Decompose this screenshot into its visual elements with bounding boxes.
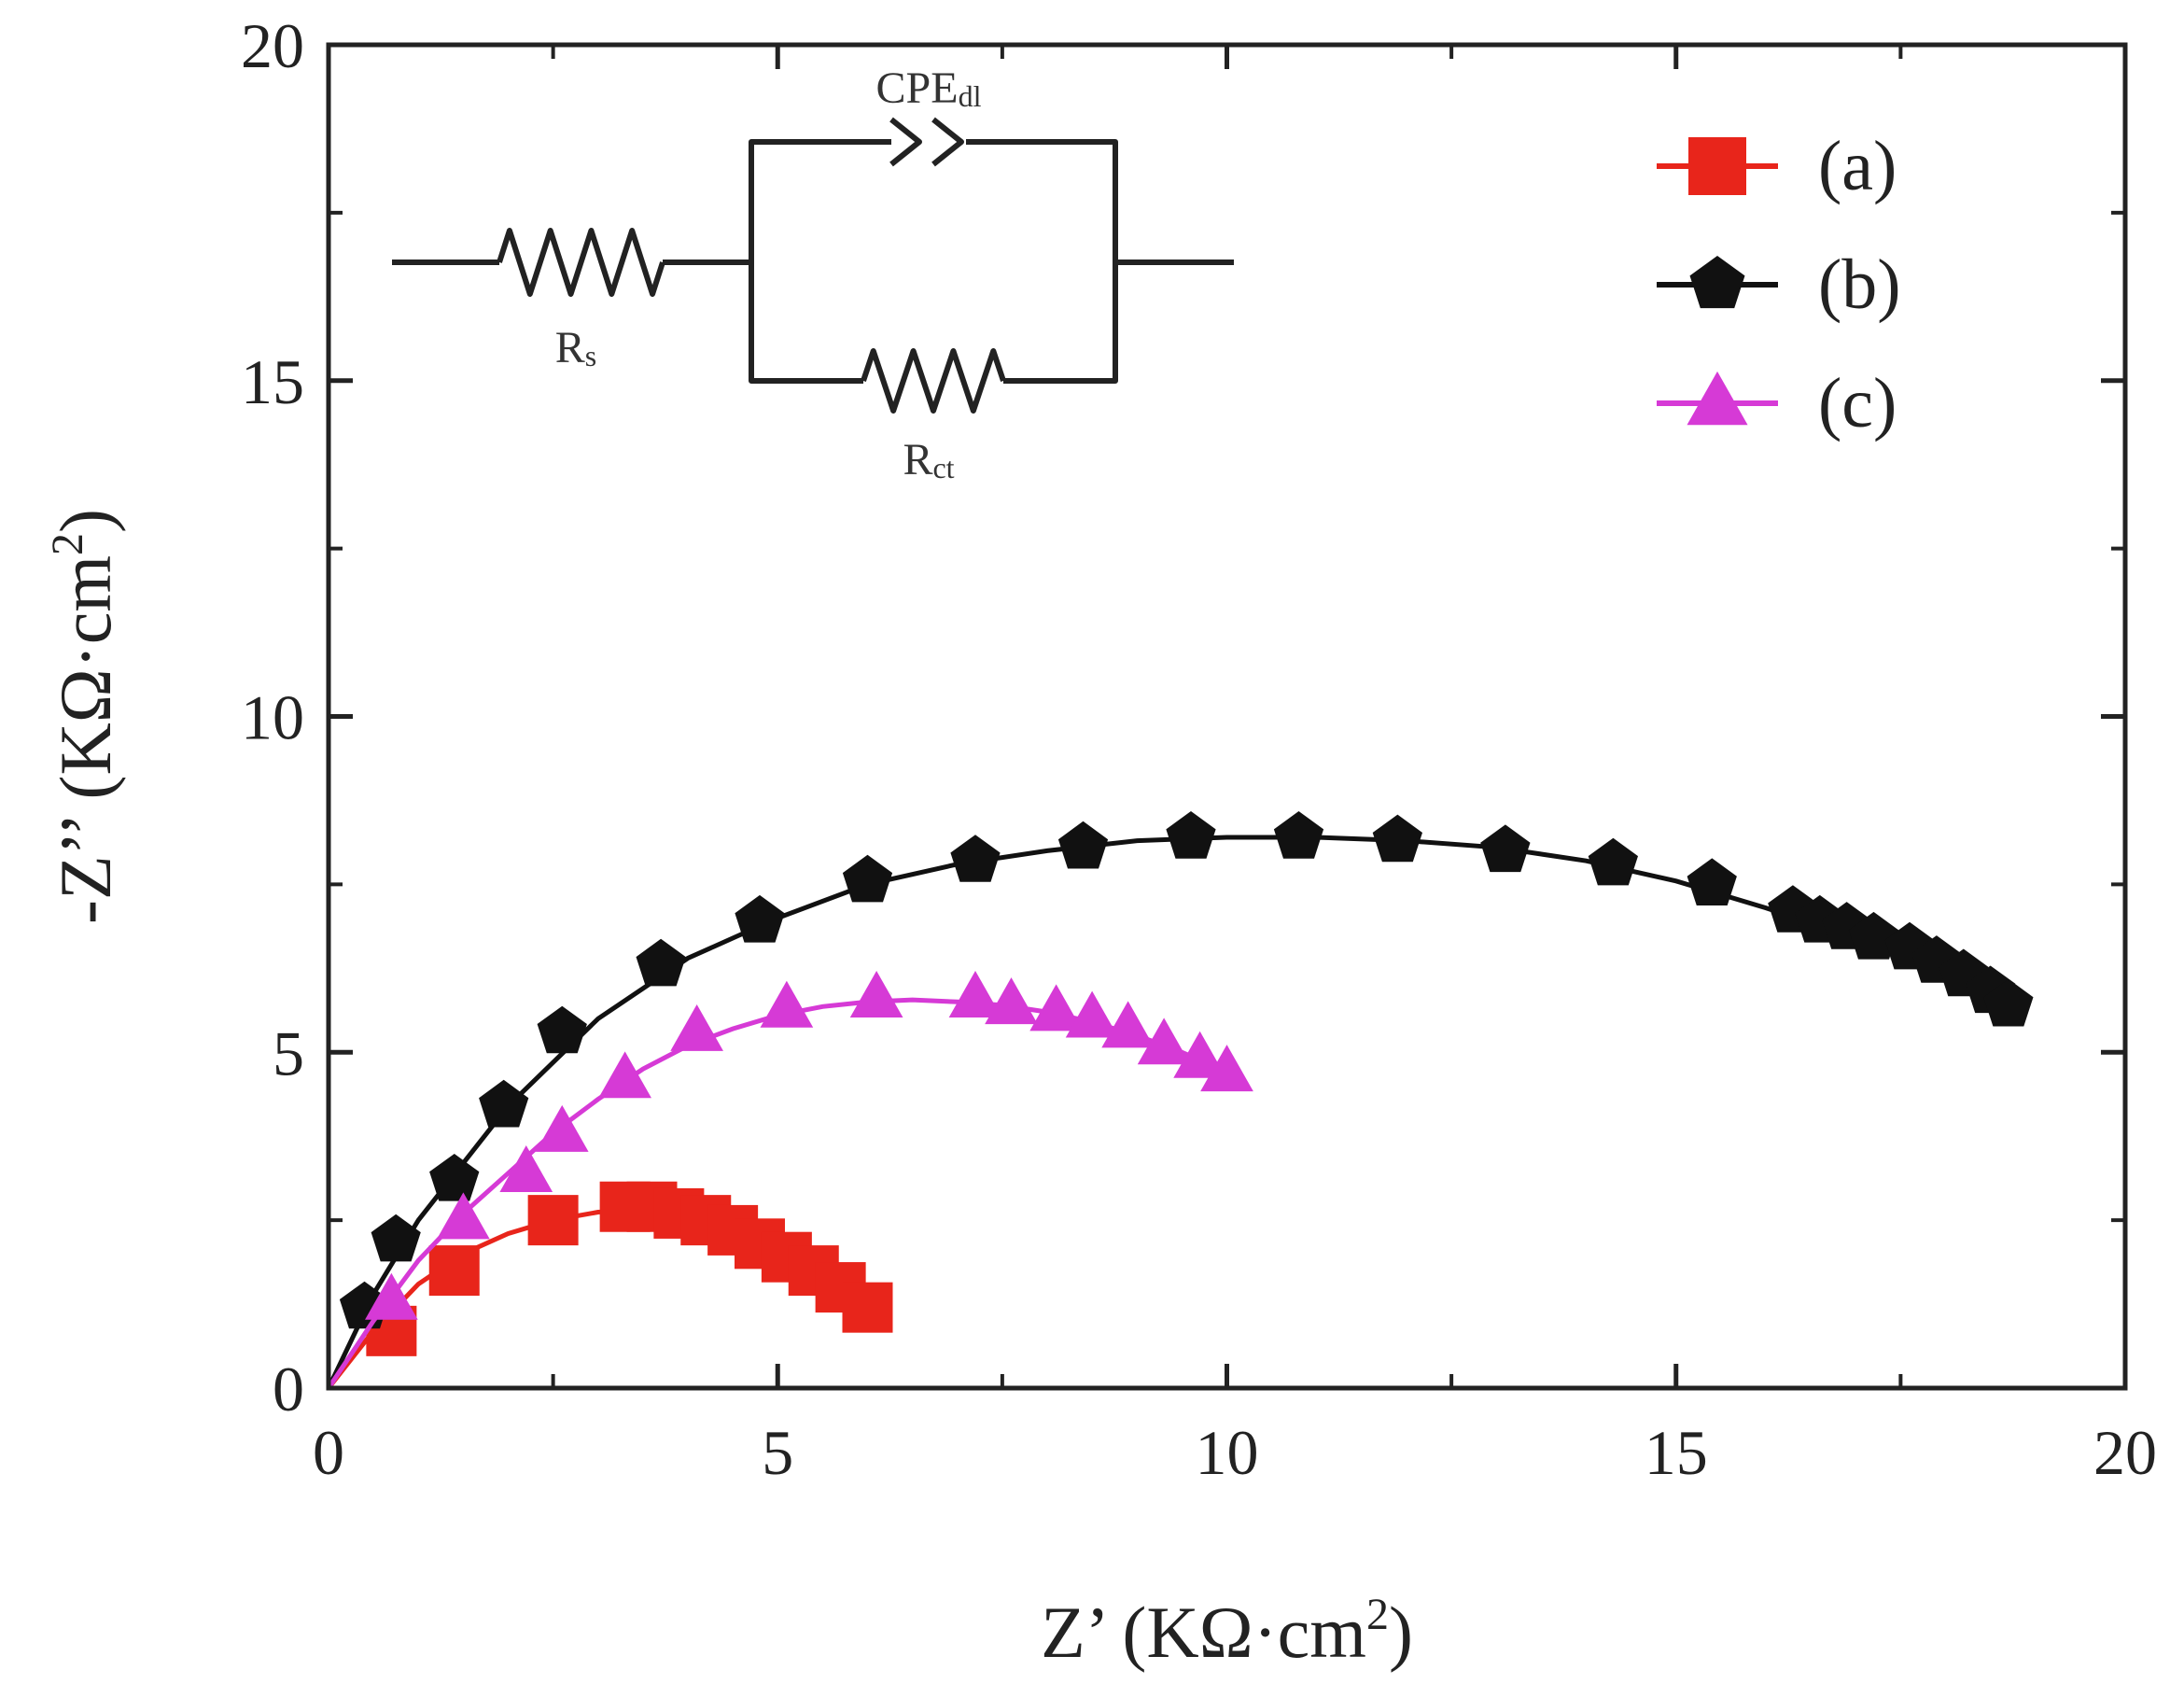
data-point (636, 938, 686, 987)
x-tick-label: 20 (2093, 1417, 2157, 1488)
data-point (1137, 1017, 1191, 1065)
data-point (948, 970, 1002, 1017)
legend-label: (b) (1818, 246, 1901, 324)
x-tick-label: 5 (762, 1417, 793, 1488)
legend: (a) (b) (c) (1657, 127, 1901, 442)
data-point (1687, 858, 1737, 905)
y-tick-label: 5 (273, 1017, 304, 1088)
legend-entry-2: (c) (1657, 364, 1897, 442)
x-tick-label: 15 (1645, 1417, 1708, 1488)
data-point (527, 1195, 579, 1246)
rct-label: Rct (903, 435, 954, 484)
data-point (365, 1272, 418, 1320)
data-point (950, 835, 1001, 882)
series-fit-line (326, 835, 2019, 1390)
legend-marker (1689, 256, 1745, 309)
parallel-branch (749, 139, 1118, 384)
data-point (1173, 1031, 1226, 1078)
data-point (537, 1005, 587, 1054)
data-point (499, 1145, 553, 1193)
data-point (1065, 990, 1119, 1038)
cpe-label: CPEdl (876, 63, 982, 113)
data-point (598, 1051, 651, 1099)
data-point (1029, 984, 1083, 1031)
data-point (985, 977, 1038, 1025)
y-tick-label: 15 (241, 346, 304, 417)
data-point (849, 970, 903, 1017)
data-point (1372, 814, 1422, 863)
data-point (1200, 1045, 1253, 1092)
data-point (437, 1192, 490, 1240)
data-point (735, 894, 785, 943)
series-0 (327, 1181, 893, 1390)
series-2 (326, 970, 1253, 1390)
data-point (479, 1079, 529, 1128)
data-point (670, 1003, 723, 1051)
legend-entry-1: (b) (1657, 246, 1901, 324)
axes-layer: 0 5 10 15 20 0 5 10 15 20 Z’ (KΩ·cm2) -Z’’ (KΩ·cm2) (43, 10, 2157, 1673)
data-point (1101, 1001, 1155, 1048)
data-point (842, 1282, 893, 1333)
data-point (1983, 978, 2034, 1027)
data-point (429, 1154, 480, 1201)
data-point (371, 1214, 421, 1262)
rs-label: Rs (555, 323, 596, 372)
legend-entry-0: (a) (1657, 127, 1897, 205)
legend-marker (1688, 137, 1746, 195)
x-tick-label: 10 (1196, 1417, 1259, 1488)
legend-label: (a) (1818, 127, 1897, 205)
legend-label: (c) (1818, 364, 1897, 442)
data-point (1848, 911, 1899, 960)
rs-resistor (497, 228, 665, 297)
plot-layer (326, 811, 2034, 1390)
rct-resistor (861, 348, 1006, 414)
cpe-chevron-2 (931, 117, 964, 167)
data-point (760, 980, 814, 1028)
data-point (1273, 811, 1324, 859)
equivalent-circuit-inset: CPEdl Rs Rct (392, 63, 1234, 484)
data-point (1166, 811, 1216, 859)
y-tick-label: 20 (241, 10, 304, 81)
data-point (1588, 837, 1638, 886)
x-axis-label: Z’ (KΩ·cm2) (1041, 1590, 1413, 1673)
series-1 (326, 811, 2034, 1390)
data-point (842, 854, 893, 903)
data-point (1057, 821, 1109, 869)
y-tick-label: 0 (273, 1354, 304, 1424)
data-point (428, 1245, 480, 1297)
y-tick-label: 10 (241, 682, 304, 753)
x-tick-label: 0 (313, 1417, 344, 1488)
legend-marker (1687, 371, 1748, 426)
cpe-chevron-1 (889, 117, 922, 167)
data-point (535, 1104, 589, 1152)
data-point (1480, 824, 1531, 873)
y-axis-label: -Z’’ (KΩ·cm2) (43, 509, 126, 924)
